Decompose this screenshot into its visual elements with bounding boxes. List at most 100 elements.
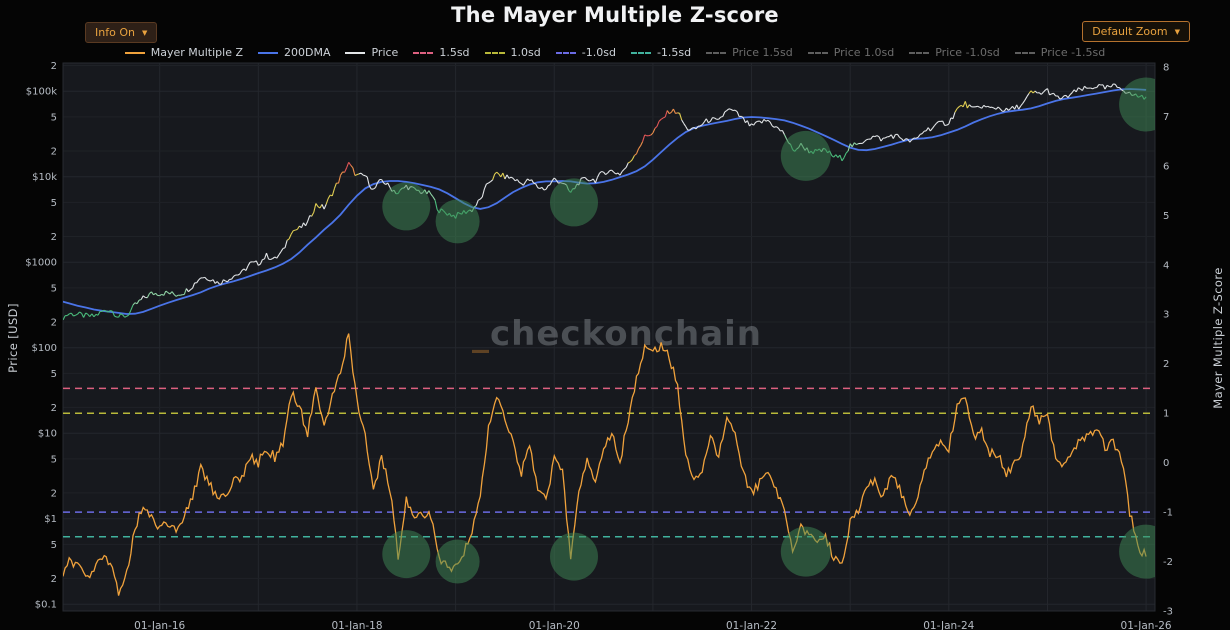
legend-swatch	[706, 51, 727, 54]
left-axis-title: Price [USD]	[6, 303, 20, 373]
highlight-circle-price	[1119, 77, 1155, 132]
svg-text:01-Jan-22: 01-Jan-22	[726, 620, 777, 630]
legend-label: 1.0sd	[510, 46, 541, 59]
svg-text:5: 5	[51, 540, 57, 551]
legend-item-price--1.5sd[interactable]: Price -1.5sd	[1014, 46, 1106, 59]
legend-label: 1.5sd	[439, 46, 470, 59]
legend-swatch	[555, 51, 576, 54]
svg-text:5: 5	[1163, 211, 1169, 222]
legend-item-price--1.0sd[interactable]: Price -1.0sd	[909, 46, 1000, 59]
info-toggle-button[interactable]: Info On ▼	[85, 22, 158, 43]
legend-swatch	[345, 51, 366, 54]
highlight-circle-price	[382, 182, 431, 231]
legend-swatch	[807, 51, 828, 54]
svg-text:2: 2	[51, 147, 57, 158]
legend-label: Price -1.5sd	[1040, 46, 1106, 59]
svg-text:2: 2	[51, 403, 57, 414]
highlight-circle-z	[780, 526, 831, 577]
svg-text:0: 0	[1163, 458, 1169, 469]
chevron-down-icon: ▼	[141, 29, 148, 37]
legend-label: -1.5sd	[656, 46, 692, 59]
legend-item-1.0sd[interactable]: 1.0sd	[484, 46, 541, 59]
svg-text:01-Jan-24: 01-Jan-24	[923, 620, 974, 630]
legend-label: Price -1.0sd	[935, 46, 1000, 59]
svg-text:01-Jan-26: 01-Jan-26	[1121, 620, 1172, 630]
svg-text:5: 5	[51, 112, 57, 123]
legend-swatch	[484, 51, 505, 54]
legend-label: 200DMA	[284, 46, 331, 59]
legend-swatch	[1014, 51, 1035, 54]
svg-text:2: 2	[51, 232, 57, 243]
right-axis-title: Mayer Multiple Z-Score	[1211, 267, 1225, 409]
svg-text:2: 2	[51, 318, 57, 329]
svg-text:$100: $100	[32, 343, 57, 354]
highlight-circle-z	[435, 539, 480, 584]
legend-item-1.5sd[interactable]: 1.5sd	[413, 46, 470, 59]
legend-swatch	[413, 51, 434, 54]
legend-label: Mayer Multiple Z	[150, 46, 243, 59]
legend: Mayer Multiple Z 200DMA Price 1.5sd 1.0sd -1.…	[0, 46, 1230, 59]
svg-text:2: 2	[51, 574, 57, 585]
mayer-z-line	[63, 333, 1147, 596]
svg-text:5: 5	[51, 454, 57, 465]
svg-text:$10: $10	[38, 429, 57, 440]
highlight-circle-price	[435, 199, 480, 244]
page-title: The Mayer Multiple Z-score	[451, 3, 779, 27]
legend-item-price[interactable]: Price	[345, 46, 398, 59]
legend-swatch	[258, 51, 278, 54]
svg-text:2: 2	[51, 61, 57, 72]
svg-text:4: 4	[1163, 260, 1169, 271]
legend-item--1.0sd[interactable]: -1.0sd	[555, 46, 616, 59]
svg-text:01-Jan-20: 01-Jan-20	[529, 620, 580, 630]
info-toggle-label: Info On	[95, 26, 135, 39]
svg-text:5: 5	[51, 369, 57, 380]
svg-text:$0.1: $0.1	[35, 600, 57, 611]
svg-text:$1000: $1000	[25, 258, 57, 269]
legend-item--1.5sd[interactable]: -1.5sd	[630, 46, 692, 59]
highlight-circle-price	[550, 178, 598, 227]
chevron-down-icon: ▼	[1174, 28, 1180, 36]
gridlines	[63, 63, 1155, 611]
zoom-preset-button[interactable]: Default Zoom ▼	[1082, 21, 1190, 42]
legend-label: -1.0sd	[581, 46, 616, 59]
svg-text:-2: -2	[1163, 557, 1173, 568]
legend-item-mayer-multiple-z[interactable]: Mayer Multiple Z	[124, 46, 243, 59]
svg-text:$1: $1	[44, 514, 57, 525]
axis-tick-labels: 2 $100k 5 2 $10k 5 2 $1000 5 2 $100 5 2 $10 5 2 $1 5 2 $0.1…	[25, 61, 1173, 630]
plot-background[interactable]	[63, 63, 1155, 611]
watermark: _checkonchain	[472, 314, 762, 354]
legend-item-price-1.5sd[interactable]: Price 1.5sd	[706, 46, 793, 59]
legend-item-price-1.0sd[interactable]: Price 1.0sd	[807, 46, 895, 59]
plot-border	[62, 62, 1156, 612]
highlight-circle-price	[780, 130, 831, 181]
svg-text:7: 7	[1163, 112, 1169, 123]
svg-text:$10k: $10k	[32, 172, 57, 183]
svg-text:-1: -1	[1163, 508, 1173, 519]
highlight-circles	[382, 77, 1155, 584]
svg-text:6: 6	[1163, 161, 1169, 172]
svg-text:1: 1	[1163, 409, 1169, 420]
zoom-preset-label: Default Zoom	[1092, 25, 1168, 38]
svg-text:5: 5	[51, 283, 57, 294]
svg-text:8: 8	[1163, 63, 1169, 74]
highlight-circle-z	[550, 532, 598, 581]
legend-item-200dma[interactable]: 200DMA	[258, 46, 330, 59]
legend-label: Price 1.0sd	[833, 46, 895, 59]
legend-swatch	[124, 51, 145, 54]
svg-text:5: 5	[51, 198, 57, 209]
svg-text:$100k: $100k	[26, 87, 57, 98]
svg-text:2: 2	[51, 488, 57, 499]
highlight-circle-z	[1119, 524, 1155, 579]
svg-text:-3: -3	[1163, 607, 1173, 618]
legend-swatch	[630, 51, 651, 54]
svg-text:2: 2	[1163, 359, 1169, 370]
legend-label: Price	[371, 46, 399, 59]
svg-text:3: 3	[1163, 310, 1169, 321]
legend-label: Price 1.5sd	[732, 46, 793, 59]
dma200-line	[63, 88, 1147, 315]
svg-text:01-Jan-18: 01-Jan-18	[331, 620, 382, 630]
highlight-circle-z	[382, 530, 431, 579]
svg-text:01-Jan-16: 01-Jan-16	[134, 620, 185, 630]
